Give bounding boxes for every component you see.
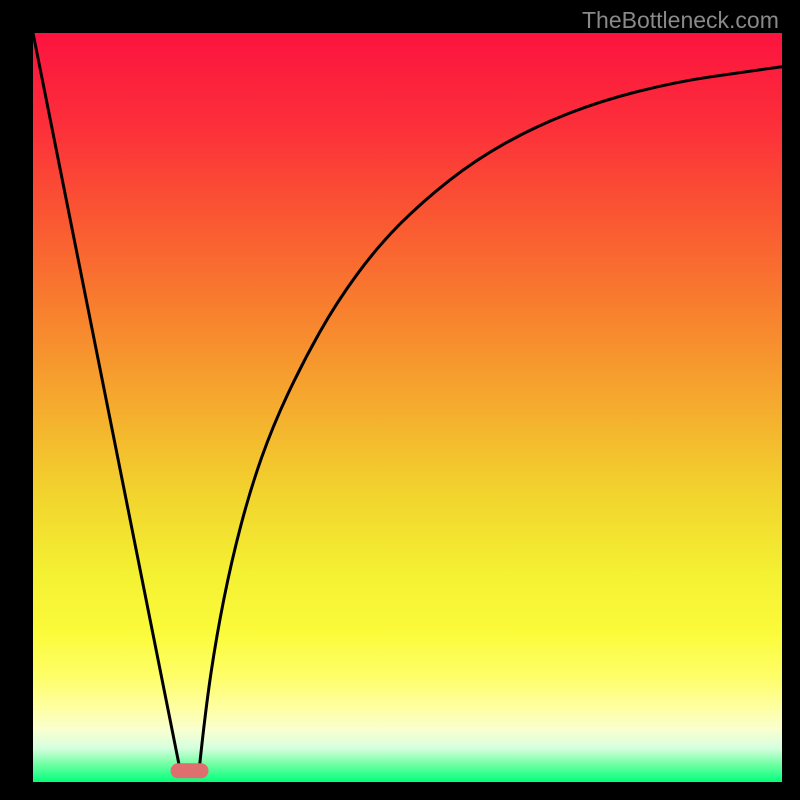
right-curve xyxy=(199,67,782,769)
watermark-text: TheBottleneck.com xyxy=(582,7,779,34)
left-line xyxy=(33,33,180,769)
curve-layer xyxy=(33,33,782,782)
bottleneck-marker xyxy=(171,763,209,778)
chart-container: TheBottleneck.com xyxy=(0,0,800,800)
